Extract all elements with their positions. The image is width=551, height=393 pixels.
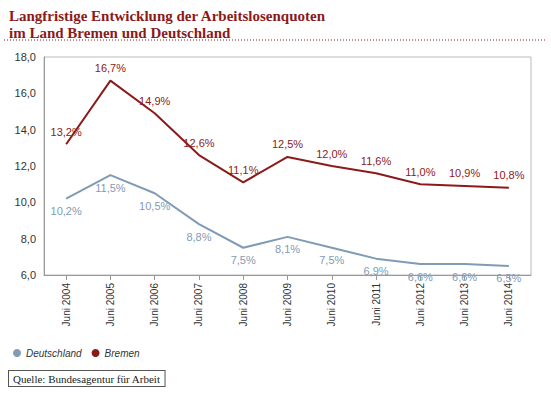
svg-text:Juni 2010: Juni 2010	[326, 283, 337, 327]
svg-text:14,0: 14,0	[15, 124, 36, 136]
svg-text:8,0: 8,0	[21, 233, 36, 245]
svg-text:10,5%: 10,5%	[139, 200, 170, 212]
svg-text:12,5%: 12,5%	[272, 138, 303, 150]
svg-text:Quelle: Bundesagentur für Arbe: Quelle: Bundesagentur für Arbeit	[13, 373, 160, 385]
svg-text:7,5%: 7,5%	[319, 254, 344, 266]
svg-text:11,1%: 11,1%	[228, 164, 259, 176]
svg-text:Juni 2005: Juni 2005	[105, 283, 116, 327]
svg-text:Juni 2012: Juni 2012	[415, 283, 426, 327]
svg-text:8,1%: 8,1%	[275, 243, 300, 255]
svg-text:16,7%: 16,7%	[95, 62, 126, 74]
svg-text:8,8%: 8,8%	[186, 231, 211, 243]
svg-text:Bremen: Bremen	[105, 348, 140, 359]
svg-text:10,0: 10,0	[15, 196, 36, 208]
svg-text:11,0%: 11,0%	[405, 166, 436, 178]
svg-text:11,6%: 11,6%	[361, 155, 392, 167]
svg-text:18,0: 18,0	[15, 51, 36, 63]
svg-text:Juni 2014: Juni 2014	[503, 283, 514, 327]
svg-text:12,0%: 12,0%	[316, 148, 347, 160]
svg-text:6,9%: 6,9%	[364, 265, 389, 277]
svg-text:10,9%: 10,9%	[449, 167, 480, 179]
svg-text:6,6%: 6,6%	[408, 271, 433, 283]
svg-text:13,2%: 13,2%	[51, 126, 82, 138]
svg-text:Deutschland: Deutschland	[26, 348, 82, 359]
svg-text:Juni 2007: Juni 2007	[193, 283, 204, 327]
svg-text:12,6%: 12,6%	[183, 137, 214, 149]
svg-text:14,9%: 14,9%	[139, 95, 170, 107]
svg-text:Juni 2013: Juni 2013	[459, 283, 470, 327]
svg-text:11,5%: 11,5%	[95, 182, 126, 194]
svg-text:Juni 2008: Juni 2008	[238, 283, 249, 327]
svg-text:Langfristige Entwicklung der A: Langfristige Entwicklung der Arbeitslose…	[9, 8, 326, 24]
svg-text:7,5%: 7,5%	[231, 254, 256, 266]
svg-text:6,5%: 6,5%	[496, 272, 521, 284]
svg-text:10,2%: 10,2%	[51, 205, 82, 217]
svg-text:6,0: 6,0	[21, 269, 36, 281]
svg-text:Juni 2006: Juni 2006	[149, 283, 160, 327]
svg-text:Juni 2004: Juni 2004	[61, 283, 72, 327]
svg-text:Juni 2009: Juni 2009	[282, 283, 293, 327]
svg-text:12,0: 12,0	[15, 160, 36, 172]
svg-text:10,8%: 10,8%	[493, 169, 524, 181]
svg-text:im Land Bremen und Deutschland: im Land Bremen und Deutschland	[9, 25, 231, 41]
svg-text:16,0: 16,0	[15, 87, 36, 99]
svg-text:6,6%: 6,6%	[452, 271, 477, 283]
svg-text:Juni 2011: Juni 2011	[371, 283, 382, 326]
